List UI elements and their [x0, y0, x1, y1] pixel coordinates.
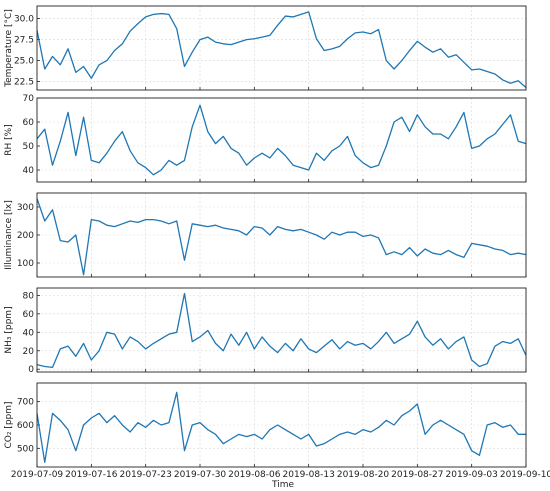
x-tick-label-6: 2019-08-20 — [337, 470, 390, 480]
y-tick-label-2-1: 200 — [17, 231, 34, 241]
y-axis-label-4: CO₂ [ppm] — [4, 401, 14, 448]
panel-frame-0 — [36, 5, 527, 91]
y-tick-label-0-0: 22.5 — [14, 78, 34, 88]
y-tick-label-0-1: 25.0 — [14, 57, 34, 67]
y-tick-label-3-2: 40 — [23, 328, 35, 338]
x-tick-label-0: 2019-07-09 — [11, 470, 64, 480]
x-tick-label-2: 2019-07-23 — [120, 470, 172, 480]
y-tick-label-0-3: 30.0 — [14, 15, 34, 25]
x-tick-label-7: 2019-08-27 — [391, 470, 443, 480]
y-axis-label-1: RH [%] — [4, 124, 14, 155]
y-axis-label-0: Temperature [°C] — [4, 9, 14, 88]
y-tick-label-1-0: 40 — [23, 166, 35, 176]
series-line-4 — [36, 391, 526, 463]
x-tick-label-5: 2019-08-13 — [283, 470, 335, 480]
y-tick-label-2-0: 100 — [17, 259, 34, 269]
series-line-2 — [36, 198, 527, 276]
y-tick-label-2-2: 300 — [17, 203, 34, 213]
panel-1: 40 50 60 70 RH [%] — [4, 94, 527, 183]
y-axis-label-3: NH₃ [ppm] — [4, 306, 14, 353]
y-tick-label-4-1: 600 — [17, 421, 34, 431]
panel-3: 0 20 40 60 80 NH₃ [ppm] — [4, 287, 527, 375]
y-tick-label-3-3: 60 — [23, 310, 35, 320]
panel-frame-1 — [36, 97, 527, 183]
panel-frame-4 — [36, 382, 527, 468]
x-tick-label-3: 2019-07-30 — [174, 470, 227, 480]
x-tick-label-4: 2019-08-06 — [228, 470, 281, 480]
y-tick-label-1-2: 60 — [23, 118, 35, 128]
y-tick-label-3-0: 0 — [28, 365, 34, 375]
y-tick-label-4-0: 500 — [17, 444, 34, 454]
x-tick-label-8: 2019-09-03 — [446, 470, 498, 480]
y-tick-label-0-2: 27.5 — [14, 36, 34, 46]
x-axis-label: Time — [271, 480, 294, 490]
panel-frame-2 — [36, 192, 527, 278]
y-tick-label-1-3: 70 — [23, 94, 35, 104]
series-line-1 — [36, 104, 527, 176]
x-tick-label-9: 2019-09-10 — [500, 470, 550, 480]
panel-frame-3 — [36, 287, 527, 373]
x-tick-label-1: 2019-07-16 — [65, 470, 118, 480]
series-line-0 — [36, 11, 527, 88]
y-tick-label-3-4: 80 — [23, 291, 35, 301]
y-tick-label-3-1: 20 — [23, 347, 35, 357]
y-axis-label-2: Illuminance [lx] — [4, 200, 14, 270]
series-line-3 — [36, 292, 527, 369]
y-tick-label-4-2: 700 — [17, 398, 34, 408]
y-tick-label-1-1: 50 — [23, 142, 35, 152]
